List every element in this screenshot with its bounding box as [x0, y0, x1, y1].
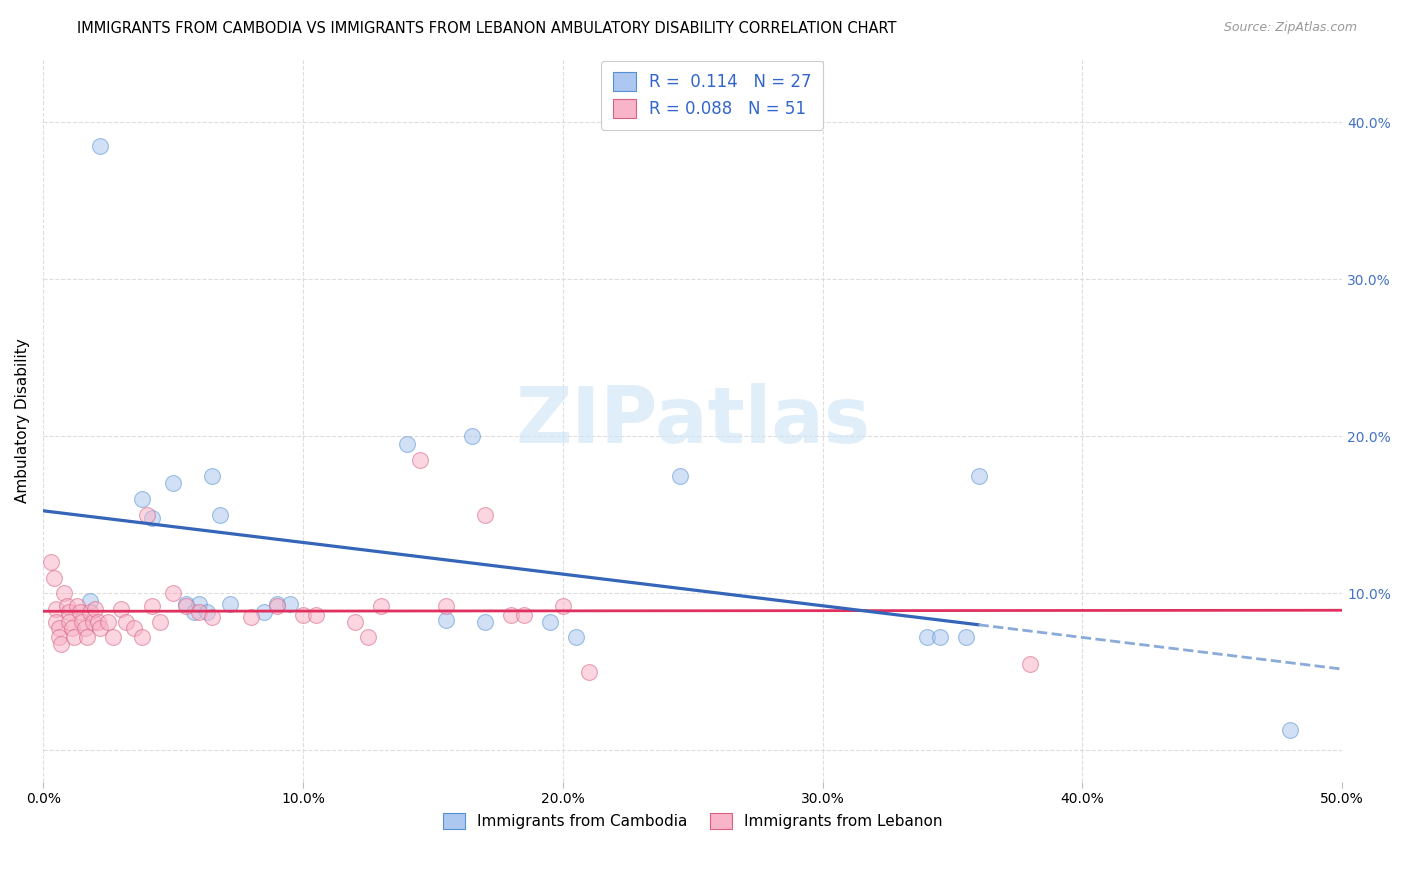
Point: [188, 597, 211, 611]
Point: [1019, 657, 1042, 671]
Point: [70, 615, 93, 629]
Point: [39, 555, 62, 569]
Point: [58, 615, 80, 629]
Text: IMMIGRANTS FROM CAMBODIA VS IMMIGRANTS FROM LEBANON AMBULATORY DISABILITY CORREL: IMMIGRANTS FROM CAMBODIA VS IMMIGRANTS F…: [77, 21, 897, 36]
Point: [63, 630, 86, 644]
Point: [174, 597, 197, 611]
Point: [915, 630, 938, 644]
Point: [253, 605, 276, 619]
Point: [928, 630, 950, 644]
Point: [162, 476, 184, 491]
Point: [461, 429, 484, 443]
Point: [201, 610, 224, 624]
Point: [578, 665, 600, 679]
Point: [103, 630, 125, 644]
Point: [53, 586, 76, 600]
Point: [162, 586, 184, 600]
Point: [79, 594, 101, 608]
Point: [357, 630, 380, 644]
Point: [266, 597, 288, 611]
Point: [45, 615, 67, 629]
Point: [141, 599, 163, 613]
Point: [967, 468, 990, 483]
Point: [565, 630, 588, 644]
Point: [201, 468, 224, 483]
Point: [48, 621, 70, 635]
Point: [55, 599, 77, 613]
Point: [82, 615, 104, 629]
Point: [73, 621, 96, 635]
Point: [668, 468, 690, 483]
Point: [208, 508, 231, 522]
Point: [42, 571, 65, 585]
Point: [84, 602, 107, 616]
Point: [305, 608, 328, 623]
Text: Source: ZipAtlas.com: Source: ZipAtlas.com: [1223, 21, 1357, 34]
Point: [219, 597, 242, 611]
Text: ZIPatlas: ZIPatlas: [515, 383, 870, 458]
Point: [141, 511, 163, 525]
Point: [48, 630, 70, 644]
Point: [110, 602, 132, 616]
Point: [115, 615, 138, 629]
Point: [474, 615, 496, 629]
Point: [434, 613, 457, 627]
Point: [240, 610, 263, 624]
Point: [434, 599, 457, 613]
Point: [97, 615, 120, 629]
Point: [499, 608, 522, 623]
Point: [538, 615, 561, 629]
Point: [76, 630, 98, 644]
Point: [1279, 723, 1302, 737]
Point: [79, 605, 101, 619]
Point: [343, 615, 366, 629]
Point: [89, 621, 111, 635]
Point: [955, 630, 977, 644]
Legend: Immigrants from Cambodia, Immigrants from Lebanon: Immigrants from Cambodia, Immigrants fro…: [437, 807, 949, 836]
Point: [122, 621, 145, 635]
Point: [60, 621, 83, 635]
Point: [66, 599, 89, 613]
Point: [409, 453, 432, 467]
Point: [370, 599, 392, 613]
Point: [266, 599, 288, 613]
Point: [183, 605, 205, 619]
Point: [174, 599, 197, 613]
Point: [69, 605, 91, 619]
Point: [395, 437, 418, 451]
Point: [131, 630, 153, 644]
Point: [51, 636, 73, 650]
Point: [136, 508, 159, 522]
Point: [474, 508, 496, 522]
Point: [292, 608, 315, 623]
Point: [188, 605, 211, 619]
Point: [278, 597, 301, 611]
Point: [58, 605, 80, 619]
Point: [87, 615, 110, 629]
Point: [513, 608, 536, 623]
Point: [551, 599, 574, 613]
Point: [195, 605, 218, 619]
Point: [45, 602, 67, 616]
Point: [131, 492, 153, 507]
Point: [89, 139, 111, 153]
Point: [149, 615, 172, 629]
Y-axis label: Ambulatory Disability: Ambulatory Disability: [15, 338, 30, 503]
